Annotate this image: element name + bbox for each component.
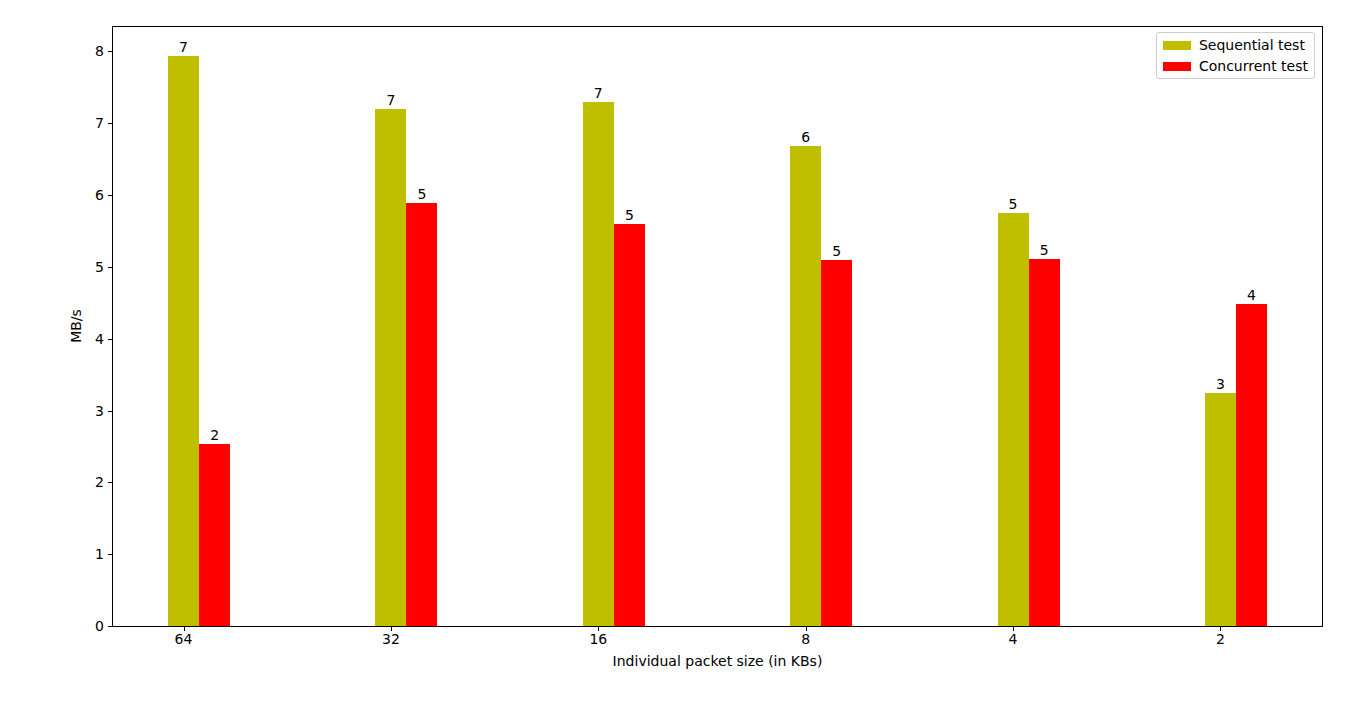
bar-concurrent-4 (1029, 259, 1060, 626)
x-tick-label: 4 (983, 632, 1043, 646)
bar-concurrent-16 (614, 224, 645, 626)
y-tick-label: 6 (58, 188, 104, 202)
y-tick (108, 554, 113, 555)
y-tick (108, 626, 113, 627)
y-tick-label: 2 (58, 475, 104, 489)
bar-concurrent-64 (199, 444, 230, 626)
legend-label: Concurrent test (1199, 57, 1308, 75)
legend: Sequential test Concurrent test (1156, 32, 1315, 79)
bar-value-label: 7 (563, 86, 634, 100)
y-tick (108, 195, 113, 196)
bar-sequential-64 (168, 56, 199, 626)
y-tick (108, 411, 113, 412)
bar-value-label: 5 (801, 244, 872, 258)
bar-value-label: 4 (1216, 288, 1287, 302)
bar-value-label: 7 (355, 93, 426, 107)
bar-sequential-8 (790, 146, 821, 627)
legend-swatch-icon (1163, 62, 1191, 71)
y-tick-label: 3 (58, 404, 104, 418)
bar-sequential-16 (583, 102, 614, 626)
x-axis-label: Individual packet size (in KBs) (112, 654, 1323, 669)
legend-entry: Concurrent test (1163, 57, 1308, 75)
bar-value-label: 6 (770, 130, 841, 144)
bar-value-label: 5 (978, 197, 1049, 211)
y-tick-label: 8 (58, 44, 104, 58)
legend-swatch-icon (1163, 41, 1191, 50)
bar-concurrent-32 (406, 203, 437, 626)
bar-value-label: 5 (1009, 243, 1080, 257)
x-tick-label: 32 (361, 632, 421, 646)
y-tick (108, 267, 113, 268)
legend-entry: Sequential test (1163, 36, 1308, 54)
bar-value-label: 5 (386, 187, 457, 201)
y-tick-label: 5 (58, 260, 104, 274)
y-tick (108, 339, 113, 340)
bar-sequential-4 (998, 213, 1029, 626)
y-axis-label: MB/s (69, 309, 84, 343)
y-tick-label: 1 (58, 547, 104, 561)
bar-concurrent-8 (821, 260, 852, 626)
y-tick (108, 51, 113, 52)
y-tick (108, 123, 113, 124)
bar-concurrent-2 (1236, 304, 1267, 626)
x-tick-label: 16 (568, 632, 628, 646)
y-tick (108, 482, 113, 483)
bar-value-label: 2 (179, 428, 250, 442)
legend-label: Sequential test (1199, 36, 1305, 54)
x-tick-label: 64 (154, 632, 214, 646)
bar-value-label: 7 (148, 40, 219, 54)
y-tick-label: 0 (58, 619, 104, 633)
bar-sequential-2 (1205, 393, 1236, 626)
x-tick-label: 2 (1190, 632, 1250, 646)
y-tick-label: 7 (58, 116, 104, 130)
bar-value-label: 5 (594, 208, 665, 222)
figure: 727575655534 643216842012345678 Individu… (0, 0, 1360, 712)
x-tick-label: 8 (776, 632, 836, 646)
plot-area: 727575655534 (112, 26, 1323, 627)
